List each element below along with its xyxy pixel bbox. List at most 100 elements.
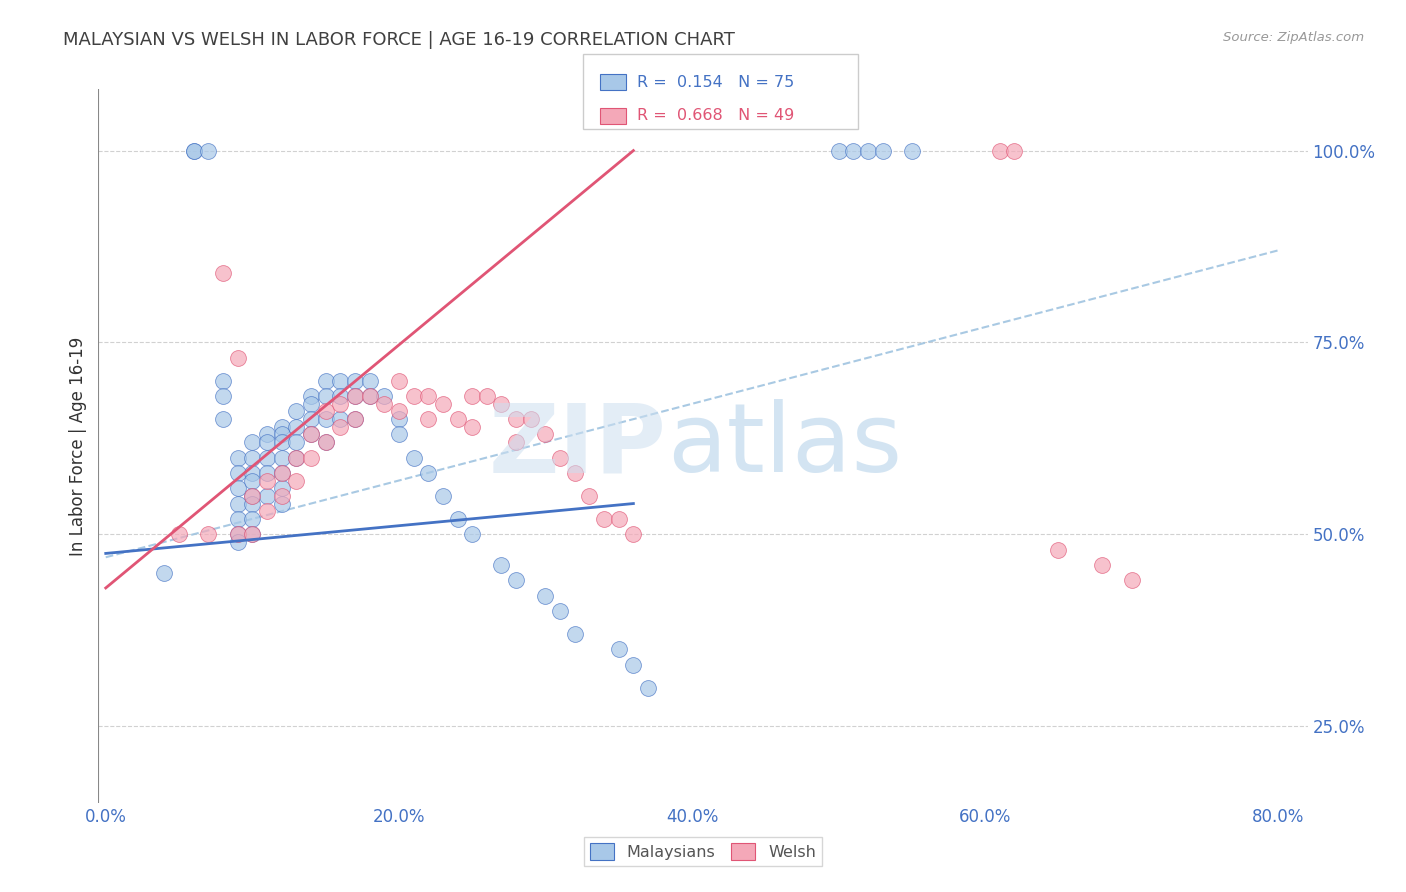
Point xyxy=(388,427,411,442)
Point xyxy=(418,466,440,480)
Point xyxy=(329,389,352,403)
Point xyxy=(359,389,381,403)
Point xyxy=(285,450,308,465)
Point xyxy=(270,427,292,442)
Point xyxy=(505,435,527,450)
Point xyxy=(299,397,322,411)
Point xyxy=(299,389,322,403)
Point xyxy=(388,404,411,418)
Text: atlas: atlas xyxy=(666,400,901,492)
Point xyxy=(299,427,322,442)
Point xyxy=(343,412,366,426)
Point xyxy=(240,527,263,541)
Point xyxy=(299,412,322,426)
Point xyxy=(418,389,440,403)
Point xyxy=(388,412,411,426)
Point xyxy=(373,397,395,411)
Point xyxy=(270,435,292,450)
Point xyxy=(988,144,1011,158)
Point xyxy=(256,504,278,518)
Point xyxy=(240,489,263,503)
Point xyxy=(240,489,263,503)
Point xyxy=(226,535,249,549)
Point xyxy=(461,527,484,541)
Point xyxy=(607,642,630,657)
Point xyxy=(315,412,337,426)
Point xyxy=(1004,144,1026,158)
Point xyxy=(315,374,337,388)
Point xyxy=(285,404,308,418)
Point xyxy=(256,427,278,442)
Point xyxy=(270,450,292,465)
Point xyxy=(359,389,381,403)
Text: MALAYSIAN VS WELSH IN LABOR FORCE | AGE 16-19 CORRELATION CHART: MALAYSIAN VS WELSH IN LABOR FORCE | AGE … xyxy=(63,31,735,49)
Point xyxy=(256,489,278,503)
Point xyxy=(461,389,484,403)
Point xyxy=(256,435,278,450)
Point xyxy=(256,474,278,488)
Point xyxy=(856,144,879,158)
Y-axis label: In Labor Force | Age 16-19: In Labor Force | Age 16-19 xyxy=(69,336,87,556)
Point xyxy=(226,450,249,465)
Point xyxy=(564,466,586,480)
Point xyxy=(475,389,498,403)
Point xyxy=(343,389,366,403)
Point xyxy=(183,144,205,158)
Point xyxy=(212,266,235,280)
Point xyxy=(315,435,337,450)
Point xyxy=(240,466,263,480)
Point xyxy=(226,351,249,365)
Point xyxy=(285,474,308,488)
Point xyxy=(299,427,322,442)
Point xyxy=(343,412,366,426)
Point xyxy=(637,681,659,695)
Point xyxy=(315,435,337,450)
Point xyxy=(270,481,292,495)
Point xyxy=(329,419,352,434)
Point xyxy=(461,419,484,434)
Point xyxy=(240,497,263,511)
Point xyxy=(270,497,292,511)
Point xyxy=(548,604,571,618)
Point xyxy=(402,450,425,465)
Point xyxy=(901,144,924,158)
Point xyxy=(564,627,586,641)
Point xyxy=(1047,542,1070,557)
Point xyxy=(402,389,425,403)
Point xyxy=(1091,558,1114,572)
Point xyxy=(240,450,263,465)
Point xyxy=(212,389,235,403)
Point xyxy=(827,144,849,158)
Point xyxy=(226,466,249,480)
Point xyxy=(226,512,249,526)
Point xyxy=(197,144,219,158)
Point xyxy=(359,374,381,388)
Point xyxy=(593,512,616,526)
Point xyxy=(212,374,235,388)
Text: R =  0.668   N = 49: R = 0.668 N = 49 xyxy=(637,108,794,123)
Point xyxy=(270,466,292,480)
Point xyxy=(534,589,557,603)
Point xyxy=(197,527,219,541)
Point xyxy=(315,404,337,418)
Point xyxy=(226,527,249,541)
Point xyxy=(578,489,600,503)
Point xyxy=(167,527,190,541)
Point xyxy=(621,527,644,541)
Point xyxy=(446,512,468,526)
Point xyxy=(315,389,337,403)
Point xyxy=(446,412,468,426)
Point xyxy=(505,412,527,426)
Point xyxy=(285,419,308,434)
Point xyxy=(212,412,235,426)
Point xyxy=(285,450,308,465)
Point xyxy=(491,397,513,411)
Text: ZIP: ZIP xyxy=(489,400,666,492)
Point xyxy=(329,374,352,388)
Point xyxy=(343,374,366,388)
Point xyxy=(621,657,644,672)
Point xyxy=(505,574,527,588)
Point xyxy=(240,527,263,541)
Point xyxy=(432,397,454,411)
Point xyxy=(183,144,205,158)
